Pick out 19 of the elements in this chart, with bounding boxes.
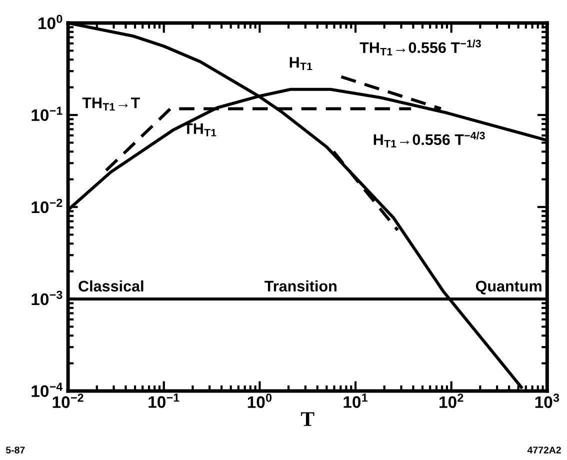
y-tick-label: 10$^{0}$ [38, 14, 62, 30]
x-tick-label: 10$^{1}$ [344, 394, 368, 408]
y-tick-label: 10$^{−3}$ [32, 290, 62, 306]
annotation: Transition [264, 280, 336, 292]
annotation: Classical [78, 280, 144, 292]
x-tick-label: 10$^{2}$ [440, 394, 464, 408]
text: 5-87 [6, 446, 25, 454]
text: 4772A2 [527, 446, 561, 454]
x-tick-label: 10$^{3}$ [535, 394, 560, 408]
x-axis-title: T [300, 412, 314, 426]
annotation: H$_{T1}$→0.556 T$^{−4/3}$ [374, 132, 485, 148]
x-tick-label: 10$^{−1}$ [148, 394, 180, 408]
y-tick-label: 10$^{−2}$ [32, 198, 62, 214]
x-tick-label: 10$^{0}$ [248, 394, 272, 408]
annotation: Quantum [476, 280, 542, 294]
annotation: TH$_{T1}$→0.556 T$^{−1/3}$ [360, 40, 481, 56]
y-tick-label: 10$^{−1}$ [32, 106, 62, 122]
annotation: H$_{T1}$ [290, 57, 312, 70]
annotation: TH$_{T1}$→T [82, 98, 140, 111]
